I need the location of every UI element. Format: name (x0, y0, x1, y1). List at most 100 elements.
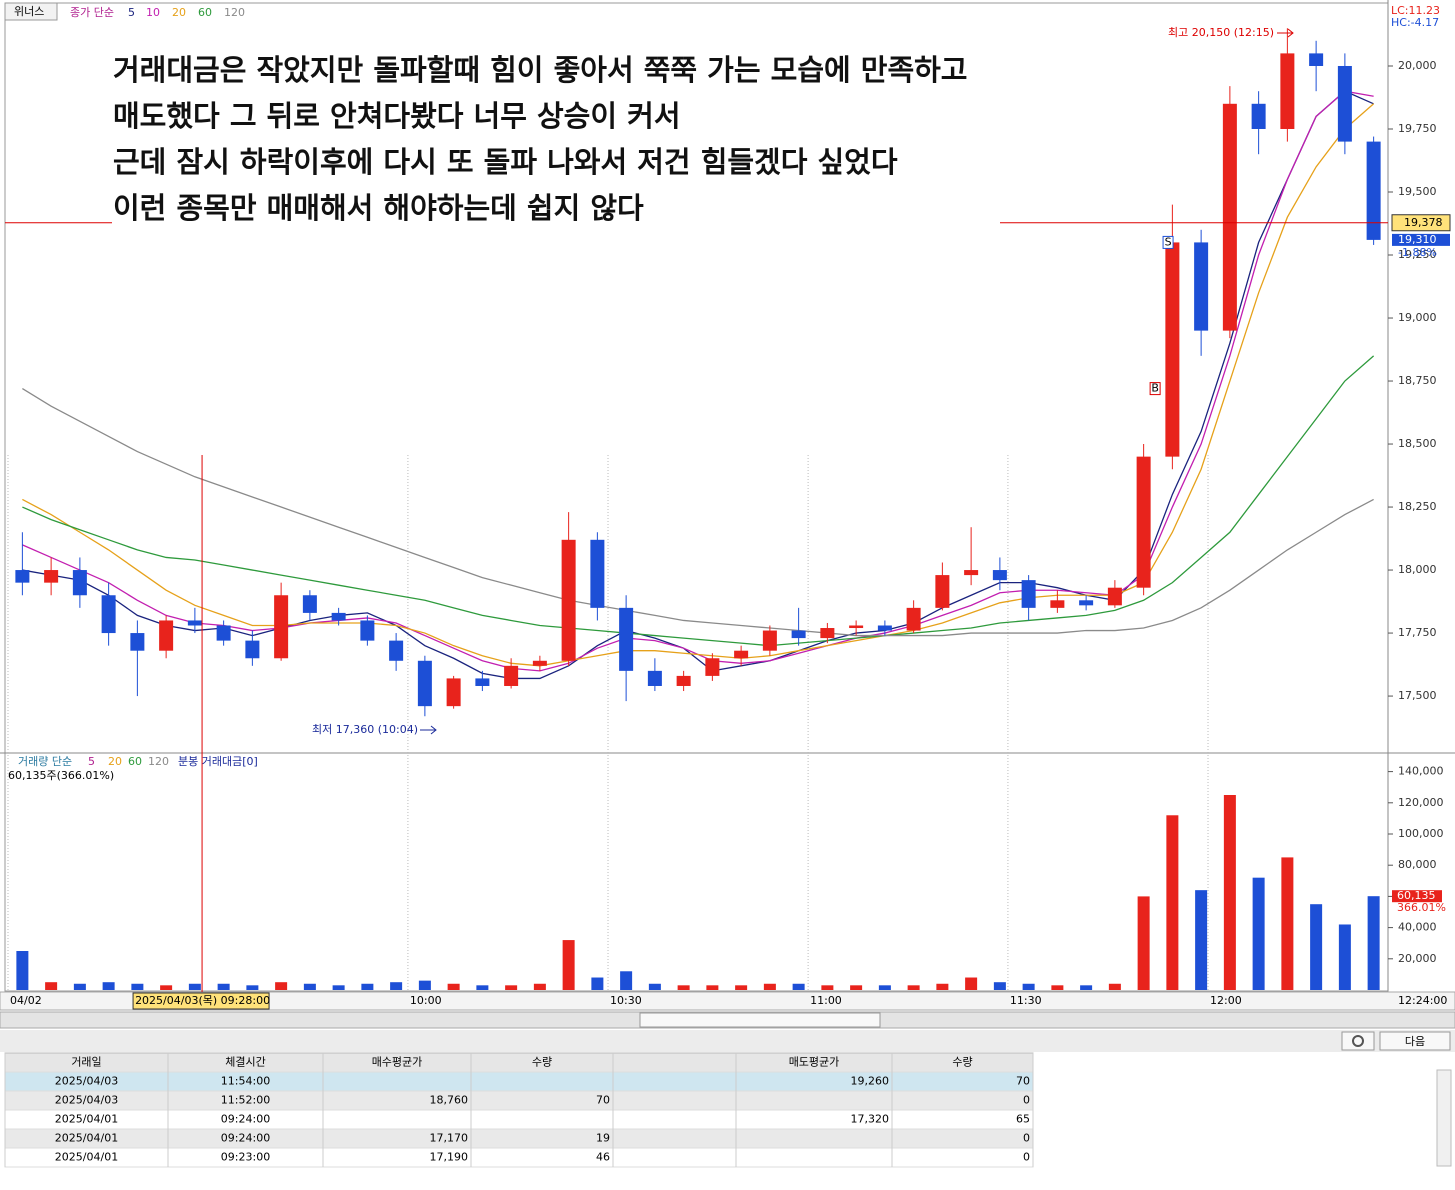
high-arrow (1277, 28, 1294, 38)
gear-icon (1352, 1035, 1364, 1047)
candle-body (1222, 103, 1237, 331)
table-cell: 19 (596, 1132, 610, 1145)
volume-bar (1137, 896, 1150, 990)
candle-body (992, 570, 1007, 581)
table-cell: 46 (596, 1151, 610, 1164)
annotation-line: 근데 잠시 하락이후에 다시 또 돌파 나와서 저건 힘들겠다 싶었다 (113, 145, 898, 179)
table-header: 매도평균가 (789, 1056, 840, 1069)
volume-bar (735, 985, 748, 990)
y-tick-label: 17,500 (1398, 689, 1437, 702)
tab[interactable] (4, 2, 58, 21)
candle-body (849, 625, 864, 629)
volume-bar (131, 983, 144, 990)
volume-bar (275, 982, 288, 990)
scroll-thumb[interactable] (639, 1012, 881, 1028)
candle-body (274, 595, 289, 659)
candle-body (159, 620, 174, 651)
y-tick-label: 18,500 (1398, 437, 1437, 450)
y-tick-label: 120,000 (1398, 796, 1444, 809)
table-cell: 17,170 (430, 1132, 469, 1145)
candle-body (245, 640, 260, 659)
x-tick-label: 11:00 (810, 994, 842, 1007)
volume-bar (562, 940, 575, 990)
volume-bar (907, 985, 920, 990)
volume-bar (677, 985, 690, 990)
volume-bar (1166, 815, 1179, 990)
table-cell: 11:54:00 (221, 1075, 270, 1088)
table-cell: 17,190 (430, 1151, 469, 1164)
y-tick-label: 18,750 (1398, 374, 1437, 387)
candle-body (619, 607, 634, 671)
volume-bar (1338, 924, 1351, 990)
table-cell: 65 (1016, 1113, 1030, 1126)
x-end-label: 12:24:00 (1398, 994, 1447, 1007)
candle-body (1021, 580, 1036, 608)
volume-ma-label: 5 (88, 755, 95, 768)
table-cell: 09:23:00 (221, 1151, 270, 1164)
candle-body (1050, 600, 1065, 608)
ma-line (22, 388, 1374, 637)
candle-body (216, 625, 231, 641)
hc-label: HC:-4.17 (1391, 16, 1439, 29)
volume-bar (1310, 904, 1323, 990)
settings-button[interactable] (1341, 1031, 1375, 1051)
volume-bar (418, 980, 431, 990)
candle-body (1194, 242, 1209, 331)
y-tick-label: 19,000 (1398, 311, 1437, 324)
signal-label: S (1165, 235, 1172, 248)
volume-ma-label: 60 (128, 755, 142, 768)
volume-bar (763, 983, 776, 990)
last-change: -1.88% (1398, 246, 1437, 259)
candle-body (15, 570, 30, 583)
candle-body (762, 630, 777, 651)
table-row (4, 1128, 1034, 1149)
x-axis-bar (0, 991, 1455, 1011)
volume-bar (1281, 857, 1294, 990)
candle-body (417, 660, 432, 707)
volume-bar (792, 983, 805, 990)
table-cell: 2025/04/03 (55, 1075, 118, 1088)
table-cell: 0 (1023, 1132, 1030, 1145)
low-arrow (420, 725, 437, 735)
candle-body (877, 625, 892, 631)
table-header-bg (4, 1052, 1034, 1073)
candle-body (446, 678, 461, 707)
volume-bar (217, 983, 230, 990)
low-label: 최저 17,360 (10:04) (312, 723, 418, 736)
volume-bar (1367, 896, 1380, 990)
table-row (4, 1147, 1034, 1168)
candle-body (676, 675, 691, 686)
toolbar (0, 1030, 1455, 1052)
volume-bar (102, 982, 115, 990)
signal-box (1149, 382, 1161, 396)
candle-body (302, 595, 317, 613)
table-cell: 70 (596, 1094, 610, 1107)
volume-extra-label: 분봉 거래대금[0] (178, 755, 258, 768)
table-scrollbar[interactable] (1436, 1069, 1452, 1167)
table-header: 체결시간 (225, 1056, 265, 1069)
volume-bar (390, 982, 403, 990)
volume-tag-label: 60,135 (1397, 889, 1436, 902)
candle-body (906, 607, 921, 631)
next-button[interactable] (1379, 1031, 1451, 1051)
candle-body (1136, 456, 1151, 588)
candle-body (705, 658, 720, 676)
legend-entry: 120 (224, 6, 245, 19)
legend-entry: 10 (146, 6, 160, 19)
volume-bar (447, 983, 460, 990)
candle-body (647, 670, 662, 686)
candle-body (72, 570, 87, 596)
y-tick-label: 19,250 (1398, 248, 1437, 261)
candle-body (1280, 53, 1295, 129)
high-label: 최고 20,150 (12:15) (1168, 26, 1274, 39)
volume-bar (16, 951, 29, 990)
volume-bar (648, 983, 661, 990)
volume-bar (1108, 983, 1121, 990)
x-tick-label: 10:00 (410, 994, 442, 1007)
volume-bar (620, 971, 633, 990)
candle-body (734, 650, 749, 659)
volume-bar (591, 977, 604, 990)
volume-ratio: 366.01% (1397, 901, 1446, 914)
candle-body (561, 539, 576, 661)
